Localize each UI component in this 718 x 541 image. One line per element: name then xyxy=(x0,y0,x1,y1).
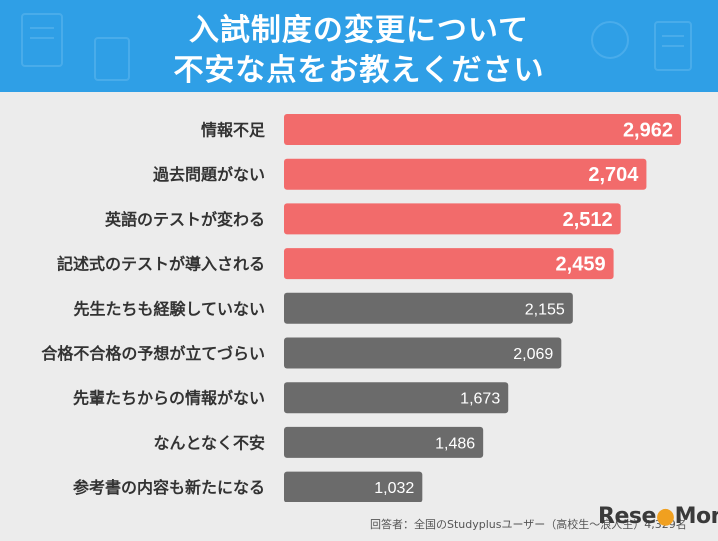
value-label-2: 2,704 xyxy=(588,164,639,186)
chart-title-line-2: 不安な点をお教えください xyxy=(173,53,545,88)
chart-title-line-1: 入試制度の変更について xyxy=(188,13,530,48)
value-label-8: 1,486 xyxy=(435,435,475,452)
value-label-9: 1,032 xyxy=(374,480,414,497)
category-label-5: 先生たちも経験していない xyxy=(73,299,265,318)
category-label-7: 先輩たちからの情報がない xyxy=(73,389,265,408)
bar-3 xyxy=(284,203,621,235)
bar-9 xyxy=(284,471,423,502)
bar-chart: 情報不足 2,962 過去問題がない 2,704 英語のテストが変わる 2,512 記述式の… xyxy=(41,114,681,502)
value-label-1: 2,962 xyxy=(623,120,673,142)
bar-6 xyxy=(284,337,562,369)
source-note: 回答者：全国のStudyplusユーザー（高校生～浪人生）4,329名 xyxy=(370,518,687,531)
category-label-6: 合格不合格の予想が立てづらい xyxy=(41,344,265,363)
category-label-3: 英語のテストが変わる xyxy=(104,210,265,229)
bar-7 xyxy=(284,382,509,414)
category-label-9: 参考書の内容も新たになる xyxy=(73,478,265,497)
bar-8 xyxy=(284,426,484,458)
value-label-4: 2,459 xyxy=(556,254,606,276)
value-label-7: 1,673 xyxy=(460,391,500,408)
bar-1 xyxy=(284,114,681,145)
title-banner: 入試制度の変更について 不安な点をお教えください xyxy=(0,0,718,92)
category-label-1: 情報不足 xyxy=(201,121,266,140)
category-label-4: 記述式のテストが導入される xyxy=(57,255,265,274)
category-label-8: なんとなく不安 xyxy=(153,433,265,452)
bar-5 xyxy=(284,292,573,324)
background-pattern xyxy=(21,13,692,81)
value-label-5: 2,155 xyxy=(525,301,565,318)
value-label-6: 2,069 xyxy=(513,346,553,363)
bar-4 xyxy=(284,248,614,280)
resemom-logo: Rese●Mom xyxy=(598,504,718,529)
value-label-3: 2,512 xyxy=(563,209,613,231)
category-label-2: 過去問題がない xyxy=(152,165,265,184)
bar-2 xyxy=(284,158,647,190)
